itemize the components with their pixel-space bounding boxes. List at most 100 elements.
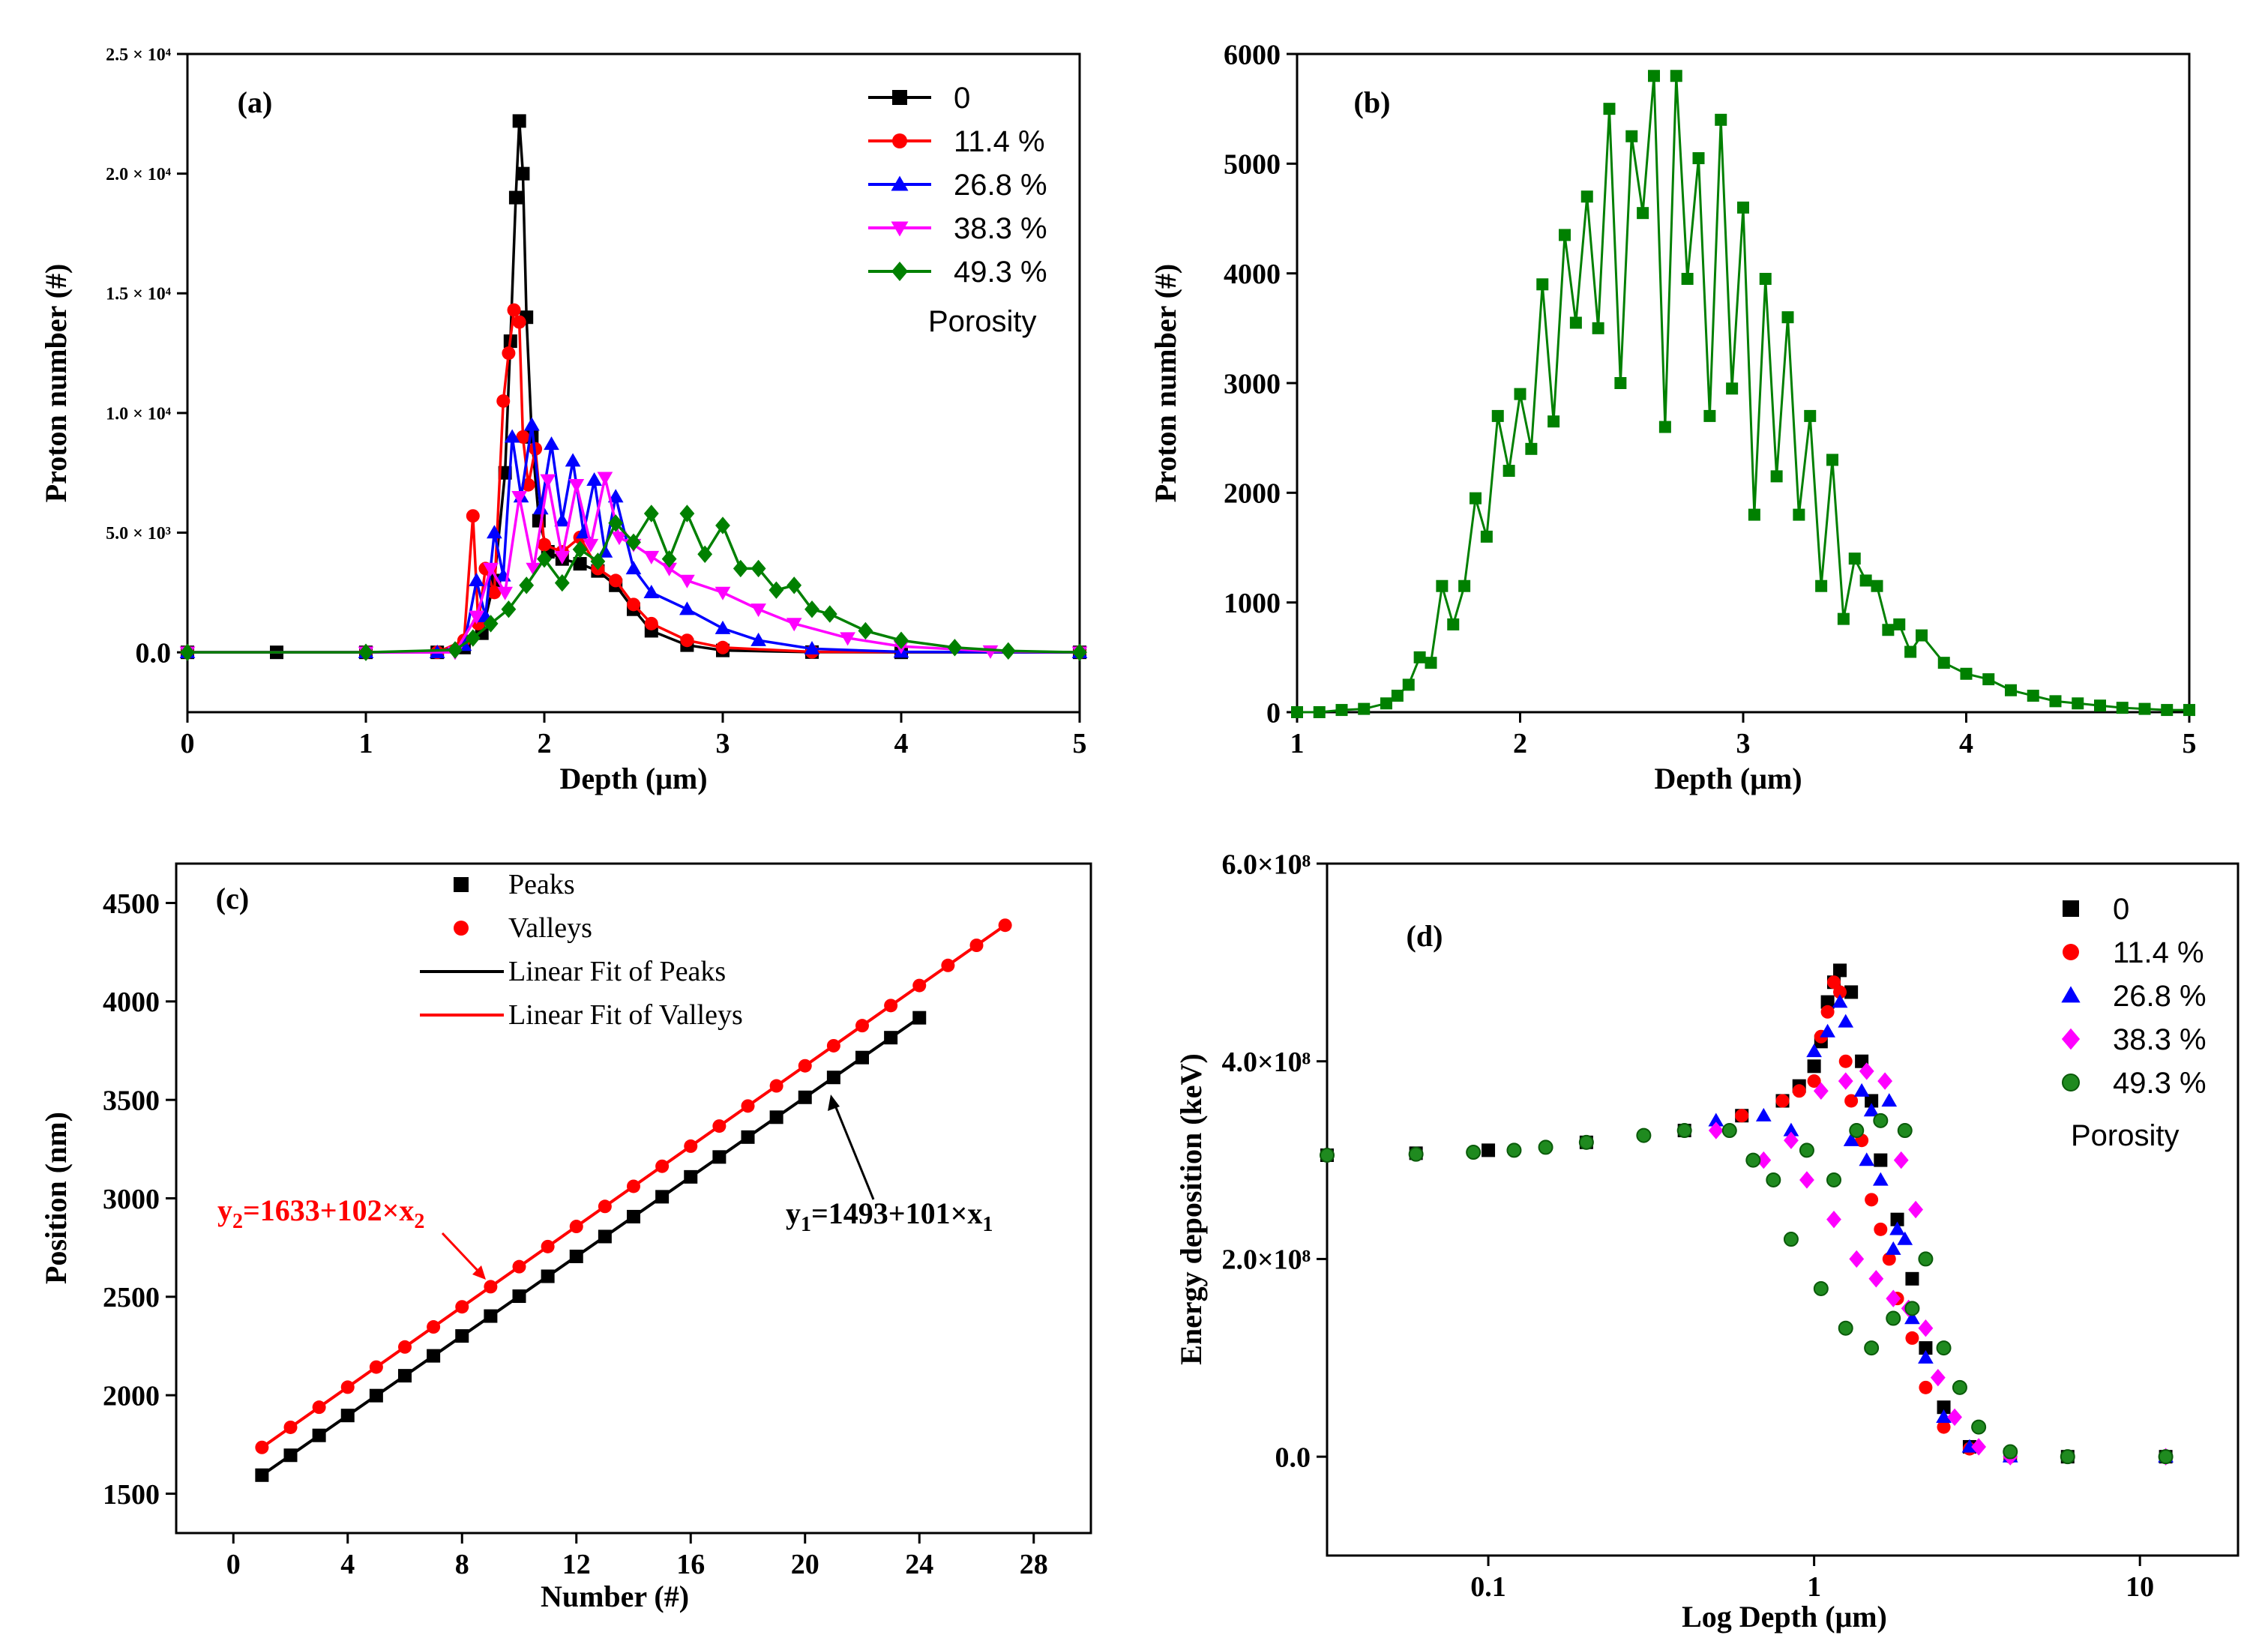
data-point (2158, 1449, 2174, 1465)
data-point (855, 1050, 869, 1065)
data-point (1916, 629, 1928, 642)
data-point (255, 1440, 269, 1454)
data-point (1826, 454, 1838, 466)
x-axis-label: Depth (μm) (1654, 762, 1802, 795)
data-point (1905, 1331, 1919, 1345)
equation-part: y (217, 1193, 232, 1227)
data-point (2116, 702, 2129, 714)
data-point (1904, 645, 1917, 658)
data-point (496, 394, 511, 408)
data-point (627, 597, 640, 612)
data-point (501, 600, 517, 618)
data-point (358, 643, 373, 661)
legend-marker (2063, 944, 2079, 960)
data-point (512, 114, 526, 128)
data-point (855, 1019, 869, 1033)
y-tick-label: 2.5 × 10⁴ (106, 45, 171, 64)
data-point (586, 472, 602, 486)
legend-label: Peaks (508, 869, 575, 900)
fit-line-0 (261, 1017, 921, 1477)
data-point (751, 632, 766, 646)
data-point (1799, 1142, 1814, 1158)
data-point (1784, 1131, 1799, 1149)
data-point (2027, 690, 2039, 702)
legend-label: 11.4 % (2113, 936, 2204, 969)
data-point (1849, 1123, 1865, 1139)
plot-frame (1296, 52, 2191, 714)
data-point (1877, 1072, 1893, 1090)
data-point (684, 1139, 698, 1153)
data-point (1971, 1419, 1987, 1435)
legend-marker (2061, 1028, 2081, 1050)
data-point (1783, 1232, 1799, 1247)
legend-marker (2061, 986, 2081, 1003)
y-axis-label: Proton number (#) (39, 264, 73, 503)
x-axis-label: Depth (μm) (559, 762, 707, 795)
data-point (1936, 1409, 1952, 1424)
data-point (858, 621, 873, 640)
data-point (487, 525, 502, 539)
data-point (516, 430, 530, 444)
data-point (504, 429, 520, 443)
data-point (541, 1239, 555, 1253)
data-point (969, 938, 984, 952)
data-point (715, 620, 731, 634)
data-point (1745, 1152, 1761, 1168)
data-point (2161, 704, 2174, 717)
data-point (469, 610, 484, 624)
data-point (798, 1059, 812, 1073)
data-point (1447, 618, 1460, 630)
data-point (751, 603, 766, 618)
data-point (519, 576, 535, 594)
data-point (483, 562, 499, 576)
data-point (590, 552, 606, 570)
data-point (1799, 1171, 1814, 1189)
data-point (572, 541, 588, 558)
data-point (1886, 1310, 1901, 1326)
data-point (427, 1349, 441, 1363)
x-tick-label: 16 (676, 1549, 705, 1580)
data-point (1703, 409, 1716, 422)
legend-label: 38.3 % (2113, 1023, 2207, 1056)
data-point (569, 1249, 583, 1263)
data-point (340, 1409, 355, 1423)
data-point (1313, 706, 1326, 718)
y-tick-label: 1.0 × 10⁴ (106, 404, 171, 424)
data-point (1538, 1139, 1553, 1155)
data-point (804, 600, 819, 618)
data-point (1897, 1123, 1913, 1139)
data-point (609, 573, 623, 588)
data-point (1726, 382, 1739, 395)
data-point (625, 561, 642, 575)
legend-title: Porosity (928, 305, 1037, 338)
data-point (1837, 612, 1850, 625)
x-tick-label: 2 (1513, 728, 1527, 759)
data-point (1905, 1271, 1919, 1286)
y-tick-label: 6.0×10⁸ (1221, 849, 1311, 880)
legend-label: Linear Fit of Peaks (508, 956, 726, 987)
data-point (283, 1420, 298, 1434)
data-point (507, 303, 521, 317)
plot-frame (186, 52, 1081, 714)
data-point (1908, 1200, 1923, 1219)
legend-label: 0 (2113, 893, 2129, 926)
data-point (1676, 1123, 1692, 1139)
data-point (465, 629, 481, 647)
data-point (769, 1079, 783, 1093)
panel-label: (c) (216, 882, 249, 915)
data-point (511, 491, 528, 505)
y-tick-label: 6000 (1224, 39, 1281, 70)
y-tick-label: 1.5 × 10⁴ (106, 285, 171, 304)
data-point (1775, 1094, 1790, 1108)
data-point (1637, 207, 1649, 220)
data-point (1844, 985, 1859, 999)
x-tick-label: 5 (1073, 728, 1087, 759)
data-point (2072, 697, 2084, 710)
x-tick-label: 5 (2183, 728, 2197, 759)
data-point (751, 559, 766, 578)
data-point (427, 1320, 441, 1334)
series-line-0 (1297, 76, 2189, 714)
data-point (840, 632, 855, 646)
data-point (512, 315, 526, 329)
data-point (680, 633, 694, 648)
